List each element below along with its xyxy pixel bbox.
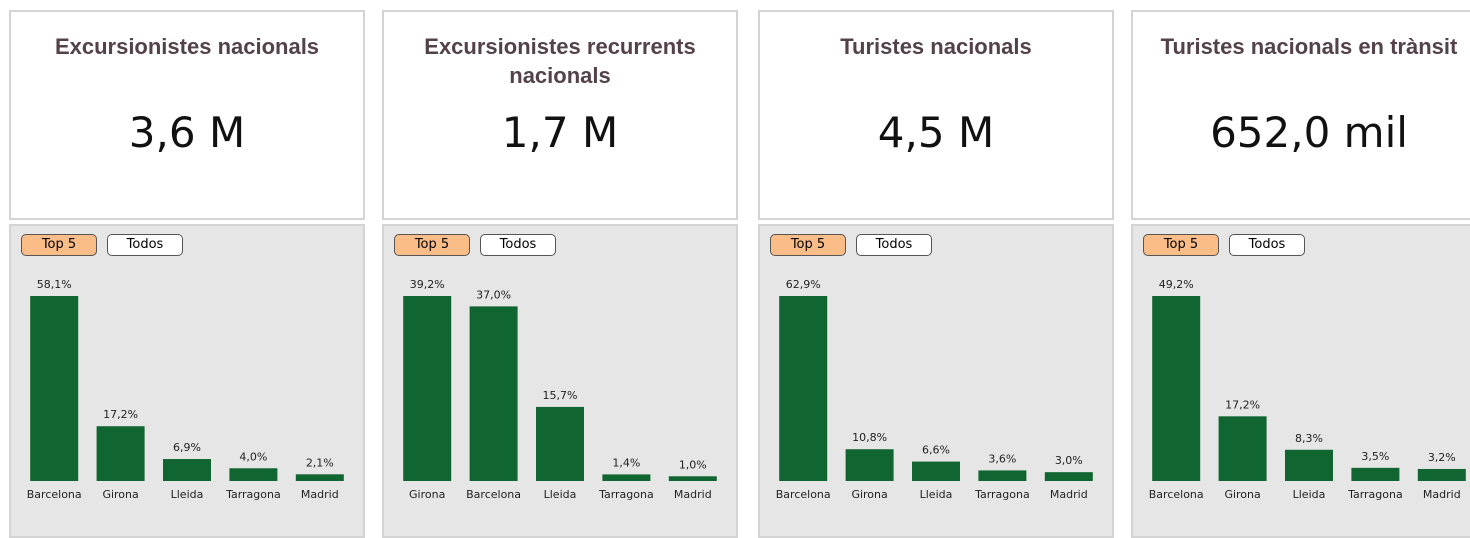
bar [403,296,452,481]
category-label: Lleida [544,488,577,501]
category-label: Tarragona [598,488,654,501]
bar [978,470,1027,481]
value-label: 3,6% [988,452,1016,465]
value-label: 15,7% [543,389,578,402]
category-label: Lleida [1293,488,1326,501]
panel: Excursionistes nacionals 3,6 M Top 5 Todos 5… [9,10,365,538]
kpi-card: Turistes nacionals 4,5 M [758,10,1114,220]
category-label: Tarragona [974,488,1030,501]
category-label: Madrid [674,488,712,501]
kpi-title: Excursionistes nacionals [54,34,320,59]
category-label: Lleida [171,488,204,501]
category-label: Barcelona [466,488,521,501]
value-label: 49,2% [1159,278,1194,291]
value-label: 58,1% [37,278,72,291]
bar-chart: 39,2% Girona 37,0% Barcelona 15,7% Lleida 1,4%… [403,278,717,501]
value-label: 10,8% [852,431,887,444]
bar [163,459,211,481]
filter-button[interactable]: Top 5 [770,234,846,256]
chart-panel: Top 5 Todos 39,2% Girona 37,0% Barcelona 15,7%… [382,224,738,538]
category-label: Girona [1224,488,1260,501]
filter-button[interactable]: Top 5 [21,234,97,256]
bar [668,476,717,481]
category-label: Barcelona [27,488,82,501]
value-label: 1,0% [679,458,707,471]
value-label: 6,9% [173,441,201,454]
category-label: Barcelona [776,488,831,501]
category-label: Girona [409,488,445,501]
category-label: Madrid [1050,488,1088,501]
panel: Turistes nacionals en trànsit 652,0 mil To… [1131,10,1470,538]
filter-button[interactable]: Top 5 [394,234,470,256]
bar [229,468,278,481]
value-label: 39,2% [410,278,445,291]
bar-chart: 58,1% Barcelona 17,2% Girona 6,9% Lleida 4,0% T… [27,278,344,501]
bar [1218,416,1267,481]
chart-panel: Top 5 Todos 62,9% Barcelona 10,8% Girona 6,6% L… [758,224,1114,538]
category-label: Tarragona [1347,488,1403,501]
kpi-card: Excursionistes recurrents nacionals 1,7 M [382,10,738,220]
kpi-card: Excursionistes nacionals 3,6 M [9,10,365,220]
bar [1351,467,1400,481]
kpi-value: 4,5 M [877,108,995,157]
category-label: Girona [851,488,887,501]
bar [779,296,828,481]
value-label: 6,6% [922,444,950,457]
category-label: Girona [102,488,138,501]
bar [1152,296,1201,481]
category-label: Barcelona [1149,488,1204,501]
kpi-card: Turistes nacionals en trànsit 652,0 mil [1131,10,1470,220]
value-label: 3,2% [1428,451,1456,464]
value-label: 17,2% [103,408,138,421]
bar [912,461,960,481]
bar [30,296,79,481]
value-label: 8,3% [1295,432,1323,445]
bar [536,406,584,481]
category-label: Tarragona [225,488,281,501]
category-label: Lleida [920,488,953,501]
filter-button[interactable]: Todos [1229,234,1305,256]
bar [1417,468,1466,481]
bar-chart: 49,2% Barcelona 17,2% Girona 8,3% Lleida 3,5% T… [1149,278,1466,501]
value-label: 1,4% [612,456,640,469]
bar [845,449,894,481]
bar [1285,449,1333,481]
kpi-value: 652,0 mil [1210,108,1408,157]
bar [469,306,518,481]
kpi-title: Turistes nacionals [840,34,1032,59]
bar [295,474,344,481]
kpi-value: 3,6 M [128,108,246,157]
panel: Excursionistes recurrents nacionals 1,7 M… [382,10,738,538]
kpi-value: 1,7 M [501,108,619,157]
value-label: 2,1% [306,456,334,469]
category-label: Madrid [1423,488,1461,501]
value-label: 62,9% [786,278,821,291]
panel: Turistes nacionals 4,5 M Top 5 Todos 62,9% Ba… [758,10,1114,538]
chart-panel: Top 5 Todos 49,2% Barcelona 17,2% Girona 8,3% L… [1131,224,1470,538]
kpi-title: Turistes nacionals en trànsit [1160,34,1458,59]
bar [602,474,651,481]
value-label: 37,0% [476,288,511,301]
bar [96,426,145,481]
filter-button[interactable]: Todos [856,234,932,256]
bar-chart: 62,9% Barcelona 10,8% Girona 6,6% Lleida 3,6% T… [776,278,1093,501]
filter-button[interactable]: Top 5 [1143,234,1219,256]
value-label: 4,0% [239,450,267,463]
filter-button[interactable]: Todos [107,234,183,256]
value-label: 3,5% [1361,450,1389,463]
value-label: 17,2% [1225,398,1260,411]
value-label: 3,0% [1055,454,1083,467]
chart-panel: Top 5 Todos 58,1% Barcelona 17,2% Girona 6,9% L… [9,224,365,538]
kpi-title: Excursionistes recurrents nacionals [424,34,696,88]
category-label: Madrid [301,488,339,501]
bar [1044,472,1093,481]
filter-button[interactable]: Todos [480,234,556,256]
